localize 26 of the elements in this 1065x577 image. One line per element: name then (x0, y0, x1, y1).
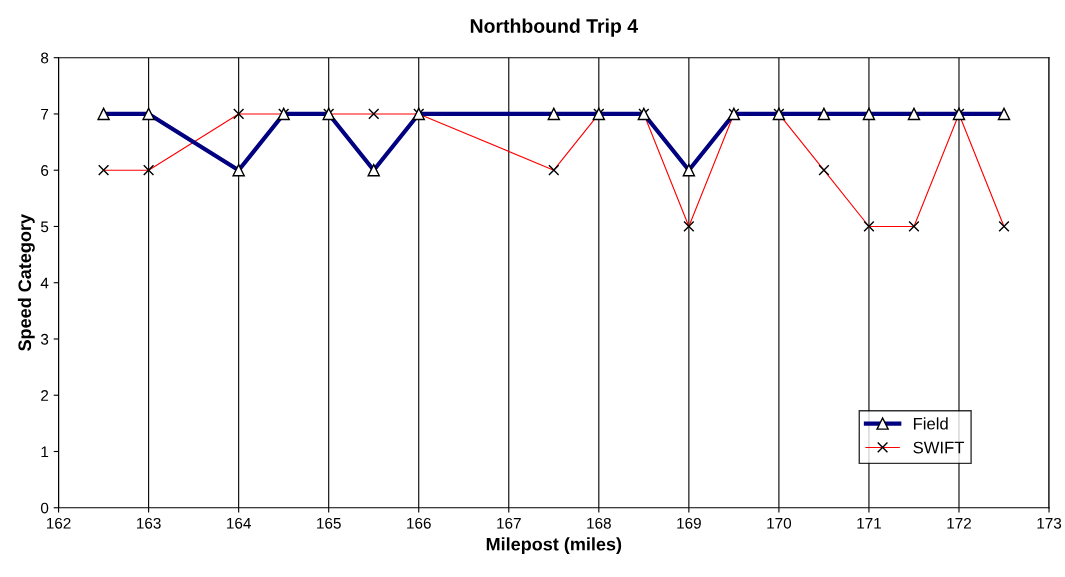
chart-title: Northbound Trip 4 (470, 18, 638, 37)
y-tick-label: 0 (40, 502, 49, 514)
y-tick-label: 4 (40, 277, 49, 289)
y-tick-label: 3 (40, 333, 49, 345)
x-tick-label: 172 (947, 517, 971, 529)
y-tick-label: 2 (41, 390, 49, 401)
y-tick-label: 1 (41, 446, 49, 458)
x-tick-label: 165 (317, 517, 341, 529)
x-tick-label: 167 (497, 517, 521, 529)
x-tick-label: 163 (137, 517, 161, 529)
legend-label: Field (913, 417, 948, 430)
x-tick-label: 166 (407, 517, 431, 529)
y-tick-label: 7 (41, 108, 49, 120)
x-tick-label: 173 (1037, 517, 1062, 529)
y-axis-title: Speed Category (17, 214, 35, 351)
x-tick-label: 170 (767, 517, 792, 529)
x-tick-label: 168 (587, 517, 611, 529)
x-tick-label: 164 (227, 517, 251, 529)
y-tick-label: 8 (41, 52, 49, 64)
x-tick-label: 162 (47, 517, 71, 529)
x-tick-label: 171 (857, 518, 881, 529)
y-tick-label: 6 (41, 165, 49, 176)
x-axis-title: Milepost (miles) (486, 537, 622, 555)
legend-label: SWIFT (913, 441, 965, 454)
y-tick-label: 5 (40, 221, 49, 233)
x-tick-label: 169 (677, 517, 701, 529)
